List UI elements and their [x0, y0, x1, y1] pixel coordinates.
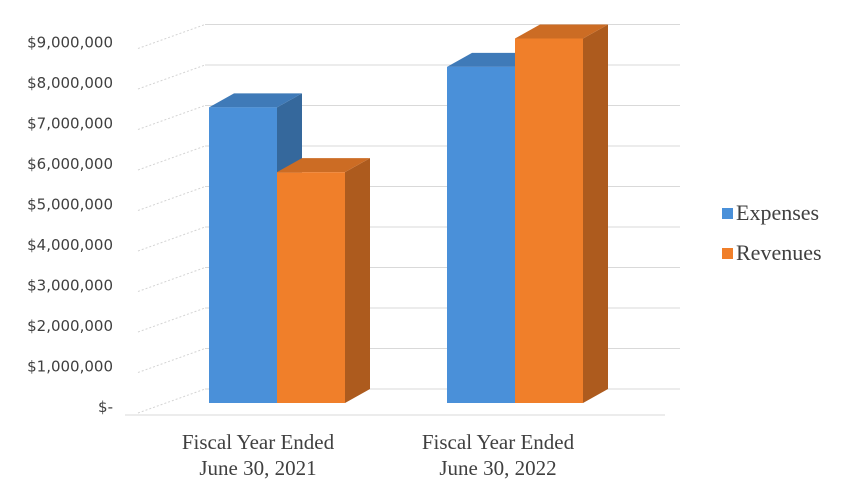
bar-front	[209, 107, 277, 403]
y-tick-label: $3,000,000	[27, 277, 113, 295]
y-tick-label: $9,000,000	[27, 34, 113, 52]
y-tick-label: $2,000,000	[27, 317, 113, 335]
legend-label: Expenses	[736, 200, 819, 225]
x-category-label: Fiscal Year Ended	[182, 430, 335, 454]
gridline-diagonal	[137, 348, 206, 373]
bar-front	[515, 38, 583, 403]
y-tick-label: $-	[98, 398, 113, 416]
gridline-diagonal	[137, 24, 206, 49]
bar-side	[345, 158, 370, 403]
bar-side	[583, 24, 608, 403]
y-tick-label: $6,000,000	[27, 155, 113, 173]
bar-revenues-1	[277, 158, 370, 403]
x-category-label: June 30, 2022	[439, 456, 556, 480]
bar-front	[447, 66, 515, 403]
gridline-diagonal	[137, 226, 206, 252]
bar-top	[277, 158, 370, 173]
legend-swatch	[722, 248, 733, 259]
y-tick-label: $4,000,000	[27, 236, 113, 254]
y-axis-ticks: $- $1,000,000 $2,000,000 $3,000,000 $4,000,0…	[27, 34, 113, 417]
x-category-label: June 30, 2021	[199, 456, 316, 480]
y-tick-label: $8,000,000	[27, 74, 113, 92]
gridline-diagonal	[137, 105, 206, 130]
gridline-diagonal	[137, 64, 206, 90]
bar-top	[209, 93, 302, 108]
x-category-label: Fiscal Year Ended	[422, 430, 575, 454]
bar-front	[277, 172, 345, 403]
gridline-diagonal	[137, 267, 206, 292]
bar-top	[515, 24, 608, 39]
y-tick-label: $1,000,000	[27, 358, 113, 376]
gridline-diagonal	[137, 307, 206, 333]
gridline-diagonal	[137, 388, 206, 414]
legend-label: Revenues	[736, 240, 822, 265]
legend-swatch	[722, 208, 733, 219]
bar-revenues-2	[515, 24, 608, 403]
legend-item-revenues: Revenues	[722, 240, 822, 265]
y-tick-label: $7,000,000	[27, 115, 113, 133]
gridline-diagonal	[137, 186, 206, 211]
bars	[209, 24, 608, 403]
gridline-diagonal	[137, 145, 206, 171]
y-tick-label: $5,000,000	[27, 196, 113, 214]
legend-item-expenses: Expenses	[722, 200, 819, 225]
legend: Expenses Revenues	[722, 200, 822, 265]
